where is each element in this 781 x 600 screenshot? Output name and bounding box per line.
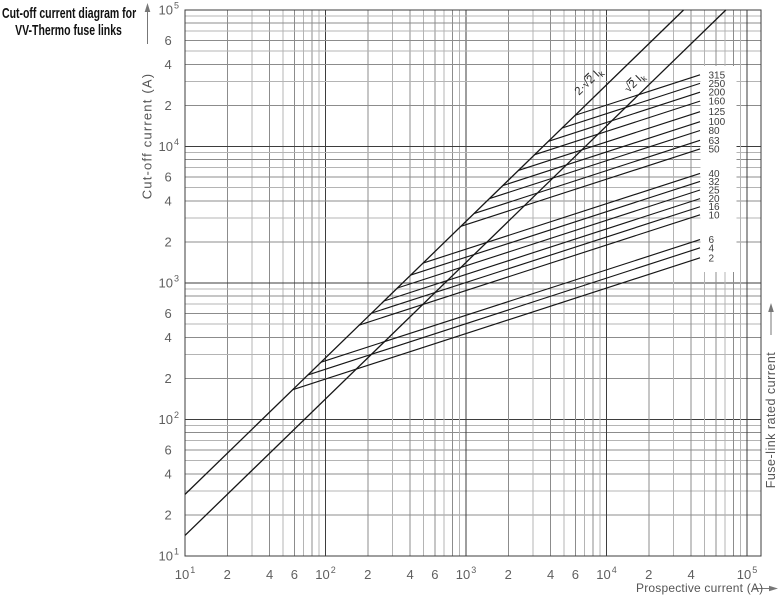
rated-current-label: 80	[709, 126, 721, 137]
fuse-curve	[561, 82, 701, 129]
reference-line	[184, 9, 727, 536]
y-tick-label: 103	[159, 274, 179, 291]
rated-current-label: 6	[709, 235, 715, 246]
x-tick-label: 4	[547, 567, 554, 582]
reference-line-label: 2·√2 Ik	[572, 65, 607, 100]
chart-title-line1: Cut-off current diagram for	[2, 5, 137, 22]
rated-current-label: 40	[709, 169, 721, 180]
fuse-curve	[410, 180, 701, 276]
fuse-curve	[359, 214, 701, 326]
x-tick-label: 2	[224, 567, 231, 582]
x-tick-label: 104	[596, 565, 616, 582]
fuse-curve	[292, 257, 701, 391]
fuse-curve	[371, 206, 701, 314]
y-tick-label: 102	[159, 410, 179, 427]
fuse-curve	[307, 247, 701, 376]
y-tick-label: 6	[165, 169, 172, 184]
y-tick-label: 101	[159, 547, 179, 564]
fuse-curve	[383, 198, 701, 302]
rated-current-label: 63	[709, 136, 721, 147]
y-tick-label: 104	[159, 137, 179, 154]
rated-current-label: 50	[709, 144, 721, 155]
fuse-curve	[320, 239, 701, 363]
fuse-curve	[489, 129, 701, 200]
y-tick-label: 105	[159, 1, 179, 18]
x-tick-label: 2	[364, 567, 371, 582]
x-axis-arrow-head	[769, 585, 778, 592]
fuse-curve	[502, 121, 701, 187]
rated-current-label: 4	[709, 243, 715, 254]
x-tick-label: 4	[406, 567, 413, 582]
fuse-curve	[460, 148, 701, 227]
chart-title-line2: VV-Thermo fuse links	[15, 22, 122, 39]
fuse-curve	[548, 91, 701, 142]
y-tick-label: 2	[165, 371, 172, 386]
y-tick-label: 4	[165, 330, 172, 345]
y-tick-label: 2	[165, 98, 172, 113]
rated-current-label: 250	[709, 79, 726, 90]
y-tick-label: 2	[165, 507, 172, 522]
y-tick-label: 4	[165, 193, 172, 208]
x-tick-label: 6	[572, 567, 579, 582]
x-tick-label: 2	[645, 567, 652, 582]
rated-current-label: 100	[709, 117, 726, 128]
fuse-curve	[575, 74, 701, 116]
right-axis-title: Fuse-link rated current	[764, 351, 778, 489]
y-axis-arrow-head	[144, 3, 151, 12]
right-axis-arrow-head	[768, 303, 774, 312]
y-tick-label: 4	[165, 466, 172, 481]
y-tick-label: 6	[165, 33, 172, 48]
x-tick-label: 6	[431, 567, 438, 582]
y-tick-label: 6	[165, 306, 172, 321]
x-tick-label: 2	[505, 567, 512, 582]
rated-current-label: 200	[709, 88, 726, 99]
rated-current-label: 10	[709, 210, 721, 221]
x-tick-label: 4	[687, 567, 694, 582]
reference-line	[184, 9, 685, 495]
rated-current-label: 25	[709, 186, 721, 197]
x-tick-label: 6	[291, 567, 298, 582]
rated-current-label: 20	[709, 194, 721, 205]
fuse-curve	[397, 189, 701, 289]
rated-current-label: 2	[709, 253, 715, 264]
fuse-curve	[422, 172, 701, 264]
y-tick-label: 6	[165, 442, 172, 457]
rated-current-label: 315	[709, 70, 726, 81]
rated-current-label: 16	[709, 202, 721, 213]
x-tick-label: 105	[737, 565, 757, 582]
rated-current-label: 125	[709, 107, 726, 118]
y-tick-label: 4	[165, 57, 172, 72]
fuse-curve	[534, 100, 701, 156]
x-tick-label: 4	[266, 567, 273, 582]
chart-title: Cut-off current diagram for VV-Thermo fu…	[2, 5, 137, 39]
x-tick-label: 102	[315, 565, 335, 582]
fuse-curve	[518, 111, 701, 172]
x-tick-label: 103	[456, 565, 476, 582]
rated-label-backdrop	[700, 66, 737, 272]
rated-current-label: 32	[709, 177, 721, 188]
y-tick-label: 2	[165, 234, 172, 249]
plot-border	[184, 9, 762, 557]
y-axis-title: Cut-off current (A)	[139, 72, 155, 200]
x-tick-label: 101	[175, 565, 195, 582]
fuse-curve	[473, 139, 701, 215]
x-axis-title: Prospective current (A)	[636, 581, 764, 595]
rated-current-label: 160	[709, 97, 726, 108]
